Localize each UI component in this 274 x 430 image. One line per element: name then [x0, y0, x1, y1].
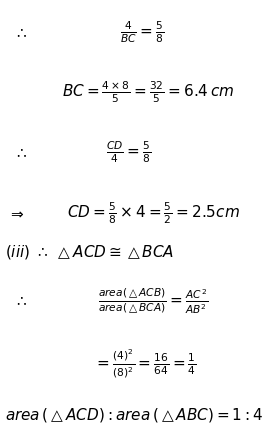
- Text: $(iii)$ $\therefore$ $\triangle ACD \cong \triangle BCA$: $(iii)$ $\therefore$ $\triangle ACD \con…: [5, 243, 175, 261]
- Text: $\frac{CD}{4} = \frac{5}{8}$: $\frac{CD}{4} = \frac{5}{8}$: [106, 140, 151, 166]
- Text: $area\,(\triangle ACD) : area\,(\triangle ABC) = 1 : 4$: $area\,(\triangle ACD) : area\,(\triangl…: [5, 406, 264, 424]
- Text: $\therefore$: $\therefore$: [14, 25, 27, 40]
- Text: $\Rightarrow$: $\Rightarrow$: [8, 206, 25, 220]
- Text: $\frac{area(\triangle ACB)}{area(\triangle BCA)} = \frac{AC^2}{AB^2}$: $\frac{area(\triangle ACB)}{area(\triang…: [98, 286, 209, 316]
- Text: $= \frac{(4)^2}{(8)^2} = \frac{16}{64} = \frac{1}{4}$: $= \frac{(4)^2}{(8)^2} = \frac{16}{64} =…: [94, 347, 196, 380]
- Text: $\therefore$: $\therefore$: [14, 145, 27, 160]
- Text: $\therefore$: $\therefore$: [14, 294, 27, 308]
- Text: $CD = \frac{5}{8} \times 4 = \frac{5}{2} = 2.5cm$: $CD = \frac{5}{8} \times 4 = \frac{5}{2}…: [67, 200, 240, 226]
- Text: $BC = \frac{4\times8}{5} = \frac{32}{5} = 6.4\,cm$: $BC = \frac{4\times8}{5} = \frac{32}{5} …: [62, 80, 234, 105]
- Text: $\frac{4}{BC} = \frac{5}{8}$: $\frac{4}{BC} = \frac{5}{8}$: [120, 19, 165, 45]
